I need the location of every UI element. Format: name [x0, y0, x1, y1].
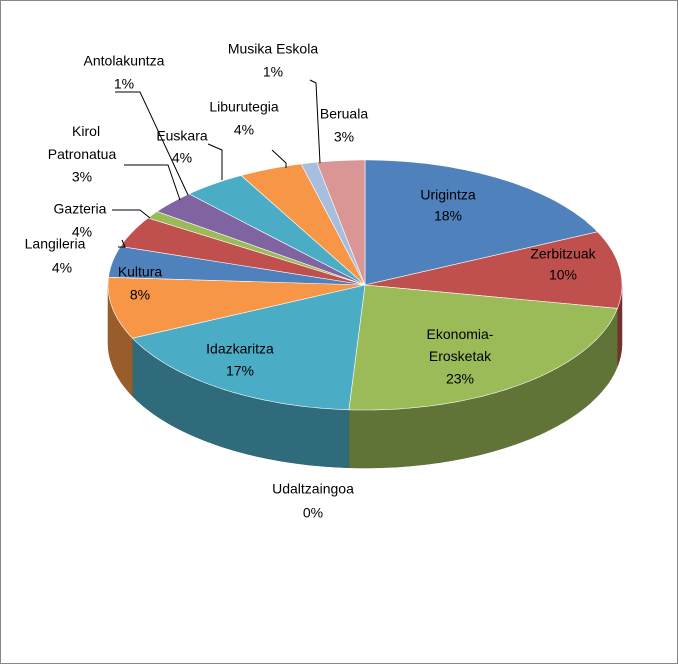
- category-label: Gazteria: [54, 201, 107, 217]
- category-label: Ekonomia-Erosketak: [427, 326, 494, 364]
- value-label: 4%: [172, 150, 192, 166]
- leader-line: [309, 79, 321, 164]
- leader-line: [124, 164, 181, 201]
- value-label: 8%: [130, 287, 150, 303]
- leader-line: [112, 209, 151, 219]
- value-label: 3%: [72, 169, 92, 185]
- value-label: 1%: [114, 76, 134, 92]
- category-label: Beruala: [320, 106, 368, 122]
- category-label: Langileria: [25, 236, 86, 252]
- category-label: Kirol Patronatua: [48, 123, 117, 162]
- value-label: 4%: [52, 260, 72, 276]
- leader-line: [207, 143, 223, 180]
- leader-line: [118, 239, 126, 248]
- category-label: Euskara: [156, 128, 208, 144]
- category-label: Liburutegia: [209, 99, 278, 115]
- category-label: Kultura: [118, 264, 163, 280]
- value-label: 3%: [334, 129, 354, 145]
- leader-line: [115, 91, 189, 196]
- category-label: Udaltzaingoa: [272, 481, 354, 497]
- category-label: Musika Eskola: [228, 41, 318, 57]
- pie-slice: [156, 193, 366, 286]
- pie-slice: [131, 284, 366, 411]
- category-label: Antolakuntza: [84, 53, 165, 69]
- category-label: Idazkaritza: [206, 341, 274, 357]
- category-label: Zerbitzuak: [530, 246, 596, 262]
- pie-slice: [348, 284, 618, 411]
- pie-slice: [107, 276, 366, 339]
- pie-slice: [364, 159, 599, 286]
- value-label: 4%: [72, 224, 92, 240]
- pie-slice: [364, 231, 623, 309]
- pie-slice: [108, 246, 366, 286]
- category-label: Urigintza: [420, 187, 475, 203]
- value-label: 4%: [234, 122, 254, 138]
- pie-slice: [240, 163, 366, 286]
- data-labels: Urigintza 18% Zerbitzuak 10% Ekonomia-Eroske…: [25, 41, 597, 521]
- pie-tops: [107, 159, 623, 411]
- value-label: 17%: [226, 363, 254, 379]
- leader-lines: [112, 79, 321, 248]
- value-label: 10%: [549, 267, 577, 283]
- pie-sides: [107, 284, 623, 469]
- value-label: 23%: [446, 371, 474, 387]
- value-label: 0%: [303, 505, 323, 521]
- pie-slice: [316, 159, 366, 286]
- value-label: 18%: [434, 208, 462, 224]
- leader-line: [271, 149, 287, 168]
- value-label: 1%: [263, 64, 283, 80]
- pie-slice: [188, 175, 366, 286]
